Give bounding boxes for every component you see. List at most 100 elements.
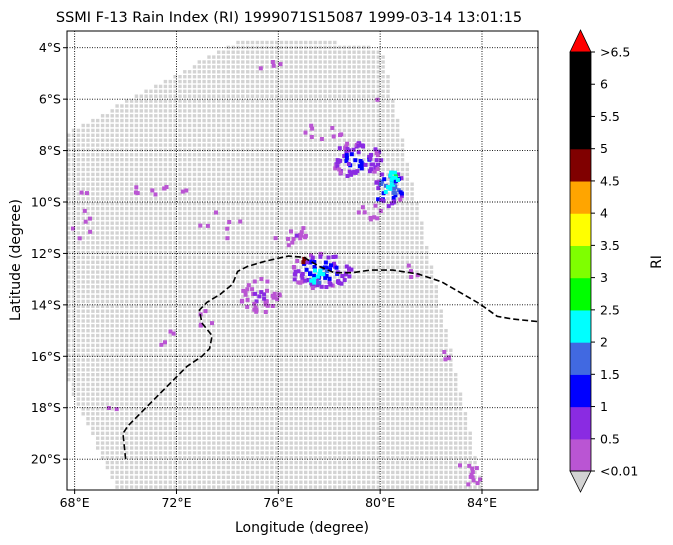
swath-pixel bbox=[212, 333, 216, 338]
swath-pixel bbox=[260, 387, 264, 392]
swath-pixel bbox=[366, 55, 371, 59]
swath-pixel bbox=[337, 75, 342, 79]
swath-pixel bbox=[250, 138, 255, 142]
swath-pixel bbox=[381, 260, 385, 264]
swath-pixel bbox=[270, 123, 274, 128]
swath-pixel bbox=[275, 109, 279, 113]
swath-pixel bbox=[260, 373, 264, 377]
swath-pixel bbox=[178, 221, 182, 225]
swath-pixel bbox=[86, 128, 90, 133]
swath-pixel bbox=[299, 123, 303, 128]
swath-pixel bbox=[154, 153, 158, 157]
swath-pixel bbox=[91, 148, 95, 152]
swath-pixel bbox=[76, 167, 81, 172]
swath-pixel bbox=[110, 167, 114, 172]
swath-pixel bbox=[67, 162, 71, 167]
swath-pixel bbox=[241, 84, 245, 89]
swath-pixel bbox=[91, 387, 95, 392]
swath-pixel bbox=[86, 153, 90, 157]
swath-pixel bbox=[376, 231, 380, 235]
swath-pixel bbox=[120, 158, 124, 162]
swath-pixel bbox=[100, 319, 105, 323]
swath-pixel bbox=[226, 138, 230, 142]
swath-pixel bbox=[144, 324, 148, 328]
swath-pixel bbox=[192, 343, 197, 348]
swath-pixel bbox=[226, 50, 230, 54]
swath-pixel bbox=[192, 348, 197, 352]
swath-pixel bbox=[139, 265, 143, 269]
swath-pixel bbox=[415, 377, 419, 382]
swath-pixel bbox=[333, 118, 337, 123]
swath-pixel bbox=[279, 246, 284, 250]
swath-pixel bbox=[212, 128, 216, 133]
swath-pixel bbox=[342, 265, 347, 269]
swath-pixel bbox=[100, 158, 105, 162]
swath-pixel bbox=[221, 118, 226, 123]
swath-pixel bbox=[226, 382, 230, 387]
swath-pixel bbox=[81, 128, 85, 133]
swath-pixel bbox=[270, 226, 274, 230]
swath-pixel bbox=[265, 89, 269, 93]
swath-pixel bbox=[134, 177, 139, 181]
swath-pixel bbox=[192, 65, 197, 69]
swath-pixel bbox=[342, 275, 347, 279]
swath-pixel bbox=[125, 211, 129, 216]
swath-pixel bbox=[294, 123, 298, 128]
swath-pixel bbox=[226, 270, 230, 274]
swath-pixel bbox=[149, 104, 153, 108]
swath-pixel bbox=[318, 40, 322, 45]
swath-pixel bbox=[265, 109, 269, 113]
swath-pixel bbox=[154, 143, 158, 147]
swath-pixel bbox=[115, 314, 119, 318]
swath-pixel bbox=[134, 158, 139, 162]
swath-pixel bbox=[197, 79, 201, 84]
swath-pixel bbox=[347, 89, 351, 93]
swath-pixel bbox=[178, 304, 182, 308]
swath-pixel bbox=[163, 358, 168, 362]
swath-pixel bbox=[444, 329, 448, 333]
swath-pixel bbox=[187, 148, 192, 152]
swath-pixel bbox=[134, 104, 139, 108]
swath-pixel bbox=[110, 387, 114, 392]
swath-pixel bbox=[313, 70, 318, 74]
swath-pixel bbox=[279, 343, 284, 348]
swath-pixel bbox=[425, 304, 429, 308]
swath-pixel bbox=[129, 123, 134, 128]
swath-pixel bbox=[144, 309, 148, 313]
swath-pixel bbox=[139, 143, 143, 147]
swath-pixel bbox=[304, 216, 308, 221]
swath-pixel bbox=[154, 89, 158, 93]
swath-pixel bbox=[139, 167, 143, 172]
swath-pixel bbox=[255, 177, 260, 181]
swath-pixel bbox=[105, 314, 110, 318]
swath-pixel bbox=[328, 353, 332, 357]
swath-pixel bbox=[449, 368, 453, 372]
swath-pixel bbox=[212, 94, 216, 98]
swath-pixel bbox=[279, 128, 284, 133]
swath-pixel bbox=[275, 40, 279, 45]
swath-pixel bbox=[154, 158, 158, 162]
swath-pixel bbox=[221, 329, 226, 333]
swath-pixel bbox=[183, 167, 187, 172]
swath-pixel bbox=[173, 182, 177, 186]
swath-pixel bbox=[357, 338, 361, 343]
swath-pixel bbox=[134, 285, 139, 289]
swath-pixel bbox=[67, 358, 71, 362]
swath-pixel bbox=[366, 382, 371, 387]
swath-pixel bbox=[410, 280, 414, 284]
swath-pixel bbox=[405, 241, 409, 245]
swath-pixel bbox=[212, 211, 216, 216]
swath-pixel bbox=[323, 162, 327, 167]
swath-pixel bbox=[260, 182, 264, 186]
swath-pixel bbox=[96, 158, 100, 162]
swath-pixel bbox=[279, 241, 284, 245]
swath-pixel bbox=[81, 373, 85, 377]
swath-pixel bbox=[260, 118, 264, 123]
swath-pixel bbox=[275, 133, 279, 137]
swath-pixel bbox=[197, 158, 201, 162]
swath-pixel bbox=[265, 333, 269, 338]
swath-pixel bbox=[425, 255, 429, 260]
swath-pixel bbox=[255, 128, 260, 133]
swath-pixel bbox=[304, 114, 308, 118]
swath-pixel bbox=[207, 84, 211, 89]
